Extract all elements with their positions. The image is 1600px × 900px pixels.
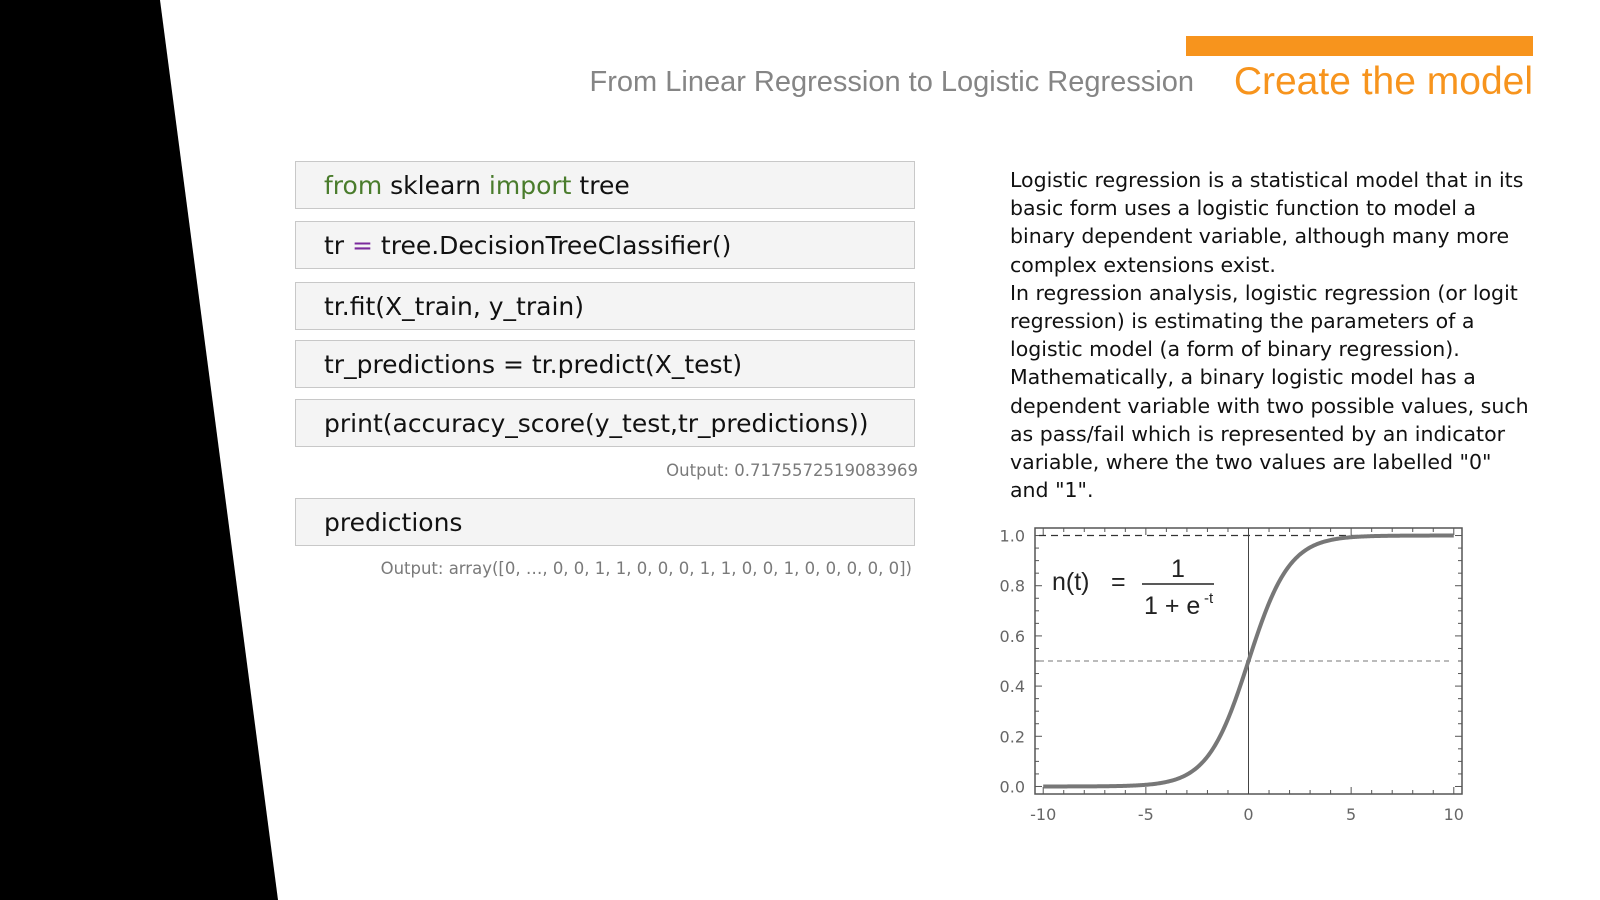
y-tick-label: 0.8 xyxy=(1000,577,1025,596)
y-tick-label: 0.2 xyxy=(1000,727,1025,746)
y-tick-label: 0.6 xyxy=(1000,627,1025,646)
code-cell-fit: tr.fit(X_train, y_train) xyxy=(295,282,915,330)
y-tick-label: 1.0 xyxy=(1000,527,1025,546)
code-text: sklearn xyxy=(382,170,489,200)
y-tick-label: 0.4 xyxy=(1000,677,1025,696)
code-cell-classifier: tr = tree.DecisionTreeClassifier() xyxy=(295,221,915,269)
code-text: tr xyxy=(324,230,353,260)
formula-equals: = xyxy=(1111,568,1126,596)
formula-numerator: 1 xyxy=(1171,555,1185,583)
x-tick-label: 5 xyxy=(1346,805,1356,824)
description-text: Logistic regression is a statistical mod… xyxy=(1010,166,1530,504)
slide-title: Create the model xyxy=(1233,60,1533,103)
accuracy-output: Output: 0.7175572519083969 xyxy=(666,461,918,480)
formula-lhs: n(t) xyxy=(1052,568,1090,596)
description-paragraph-1: Logistic regression is a statistical mod… xyxy=(1010,168,1524,277)
x-tick-label: 10 xyxy=(1444,805,1464,824)
x-tick-label: 0 xyxy=(1243,805,1253,824)
code-keyword: from xyxy=(324,170,383,200)
left-decorative-shape xyxy=(0,0,278,900)
code-operator: = xyxy=(352,230,373,260)
code-text: tr_predictions = tr.predict(X_test) xyxy=(324,349,743,379)
x-tick-label: -10 xyxy=(1030,805,1056,824)
code-text: predictions xyxy=(324,507,463,537)
y-tick-label: 0.0 xyxy=(1000,777,1025,796)
code-cell-accuracy: print(accuracy_score(y_test,tr_predictio… xyxy=(295,399,915,447)
sigmoid-curve xyxy=(1043,533,1454,789)
slide-subtitle: From Linear Regression to Logistic Regre… xyxy=(589,66,1194,98)
code-keyword: import xyxy=(488,170,572,200)
code-text: tr.fit(X_train, y_train) xyxy=(324,291,584,321)
formula-denominator: 1 + e xyxy=(1144,592,1200,620)
code-cell-predict: tr_predictions = tr.predict(X_test) xyxy=(295,340,915,388)
predictions-output: Output: array([0, …, 0, 0, 1, 1, 0, 0, 0… xyxy=(380,559,912,578)
formula-exponent: -t xyxy=(1204,590,1214,607)
code-cell-predictions: predictions xyxy=(295,498,915,546)
code-cell-import: from sklearn import tree xyxy=(295,161,915,209)
sigmoid-chart: -10 -5 0 5 10 0.0 0.2 0.4 0.6 0.8 1.0 n(t) = 1 1 + e -t xyxy=(1000,527,1464,824)
code-text: tree.DecisionTreeClassifier() xyxy=(372,230,732,260)
x-tick-label: -5 xyxy=(1138,805,1154,824)
code-text: print(accuracy_score(y_test,tr_predictio… xyxy=(324,408,869,438)
description-paragraph-2: In regression analysis, logistic regress… xyxy=(1010,280,1529,503)
code-text: tree xyxy=(571,170,630,200)
title-accent-bar xyxy=(1186,36,1533,56)
